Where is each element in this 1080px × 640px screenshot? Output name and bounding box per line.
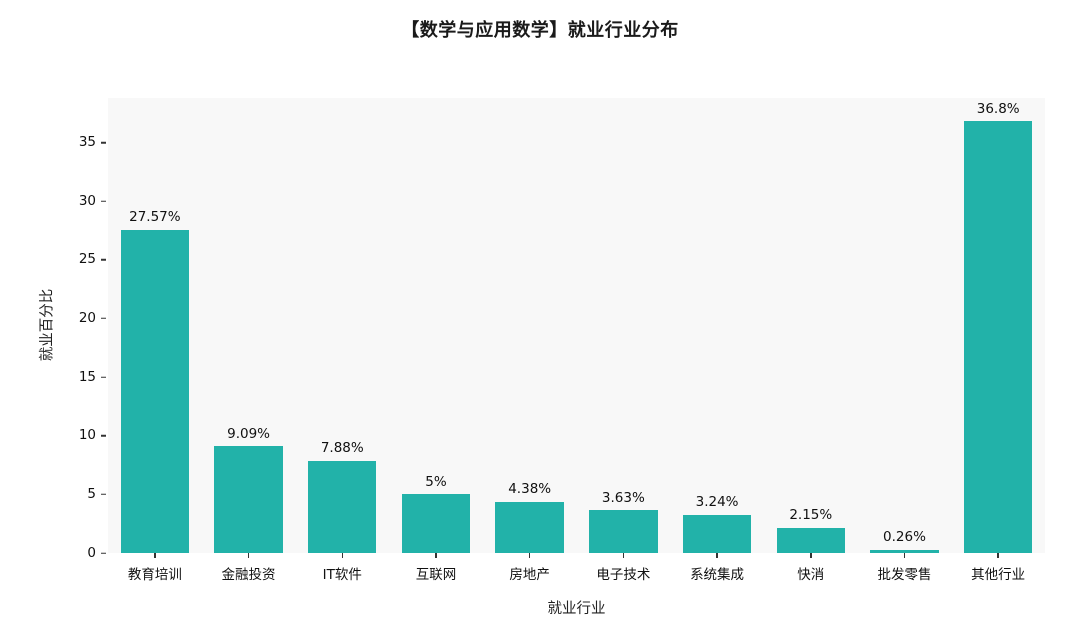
x-tick-marks [108,553,1045,558]
y-axis: 0 5 10 15 20 25 30 35 [28,98,108,559]
x-tick-label: 批发零售 [877,567,932,583]
bar-slot: 4.38% [483,98,577,553]
bar-slot: 2.15% [764,98,858,553]
x-tick-label: 电子技术 [596,567,651,583]
bar [120,229,190,553]
x-tick-mark [716,553,718,558]
bar-value-label: 2.15% [789,506,833,523]
y-tick: 10 [78,426,106,443]
bar-value-label: 0.26% [883,529,926,546]
bar-value-label: 9.09% [227,425,270,442]
bar [776,527,845,553]
x-tick-label: 快消 [797,567,825,583]
x-axis-title: 就业行业 [547,601,606,617]
x-tick-mark [903,553,906,558]
bar [870,549,939,553]
x-tick [108,553,202,558]
x-tick [670,553,764,558]
x-tick-mark [997,553,999,558]
bar-slot: 3.63% [577,98,671,553]
bar-slot: 3.24% [670,98,764,553]
bar-value-label: 3.63% [601,489,645,506]
x-tick-label: 互联网 [415,567,457,583]
bar-value-label: 27.57% [129,208,181,225]
y-tick-label: 25 [78,251,96,268]
y-tick-mark [101,552,106,554]
x-tick [202,553,296,558]
y-tick-label: 20 [78,309,96,326]
y-tick: 0 [87,546,106,560]
x-tick-mark [528,553,531,558]
y-tick-label: 10 [78,426,96,443]
bar-value-label: 4.38% [508,480,552,497]
x-tick-mark [435,553,437,558]
bar-slot: 9.09% [202,98,296,553]
bar-value-label: 5% [425,473,447,490]
bar-value-label: 3.24% [695,494,739,511]
bar [963,121,1033,553]
x-tick-label: 金融投资 [221,567,276,583]
bars-container: 27.57% 9.09% 7.88% 5% 4.38% 3.63% 3.24% 2.15% 0.… [108,98,1045,553]
x-tick-label: 房地产 [509,567,550,583]
bar-value-label: 36.8% [976,100,1020,117]
x-tick-mark [341,553,343,558]
bar [495,501,564,553]
bar [589,510,658,553]
y-tick: 25 [79,253,106,267]
bar [308,460,377,553]
x-tick-mark [154,553,156,558]
x-tick-labels: 教育培训 金融投资 IT软件 互联网 房地产 电子技术 系统集成 快消 批发零售 其他行业 [108,563,1045,583]
bar [401,494,471,553]
bar-slot: 27.57% [108,98,202,553]
y-tick: 20 [78,309,106,326]
y-tick-mark [101,317,106,320]
bar-slot: 7.88% [295,98,389,553]
plot-area: 0 5 10 15 20 25 30 35 27.57% 9.09% 7.88% 5% 4.38% 3.… [79,98,1045,583]
x-tick-mark [247,553,250,558]
x-tick-mark [622,553,625,558]
y-tick-mark [101,259,106,261]
x-tick [389,553,483,558]
y-tick-mark [101,376,106,378]
y-tick-label: 15 [78,368,96,385]
bar [682,515,752,553]
x-tick [764,553,858,558]
y-tick: 15 [79,370,106,384]
x-tick-label: IT软件 [322,567,362,583]
chart-title: 【数学与应用数学】就业行业分布 [401,20,679,41]
y-tick: 35 [78,133,106,150]
x-tick [858,553,952,558]
bar-slot: 36.8% [951,98,1045,553]
y-tick-label: 35 [78,133,96,150]
x-tick-label: 系统集成 [690,567,745,583]
x-tick [295,553,389,558]
bar-slot: 0.26% [858,98,952,553]
bar-value-label: 7.88% [320,439,364,456]
bar [214,446,283,553]
x-tick [483,553,577,558]
x-tick [577,553,671,558]
bar-slot: 5% [389,98,483,553]
x-tick-label: 其他行业 [971,567,1026,583]
x-tick-mark [810,553,812,558]
y-tick-mark [101,200,106,202]
y-tick: 5 [87,485,106,502]
y-tick-label: 30 [78,192,96,209]
y-tick-mark [101,434,106,437]
x-tick-label: 教育培训 [127,567,182,583]
y-tick-mark [101,493,106,496]
y-tick: 30 [79,194,106,208]
y-tick-label: 0 [87,544,96,561]
y-tick-mark [101,141,106,144]
x-tick [951,553,1045,558]
y-tick-label: 5 [87,485,96,502]
